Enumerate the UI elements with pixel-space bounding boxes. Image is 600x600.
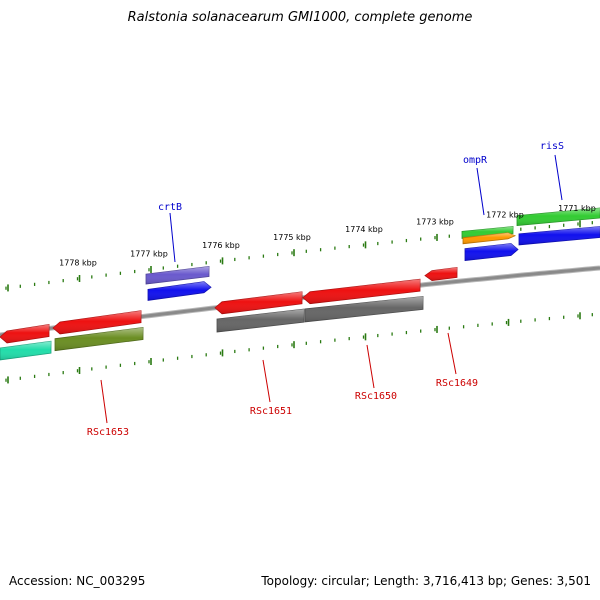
topology-text: Topology: circular; Length: 3,716,413 bp… bbox=[261, 574, 591, 588]
feature-bar-blue-ompr[interactable] bbox=[464, 243, 519, 262]
feature-bar-shine bbox=[465, 243, 518, 261]
scale-label: 1773 kbp bbox=[416, 218, 454, 227]
gene-label-crtb[interactable]: crtB bbox=[158, 202, 182, 213]
gene-label-ompr[interactable]: ompR bbox=[463, 155, 488, 166]
gene-label-riss[interactable]: risS bbox=[540, 141, 564, 152]
feature-bar-shine bbox=[217, 309, 304, 332]
feature-bar-green-left[interactable] bbox=[461, 226, 514, 239]
scale-label: 1776 kbp bbox=[202, 241, 240, 250]
gene-label-rsc1649[interactable]: RSc1649 bbox=[436, 378, 478, 389]
feature-bar-shine bbox=[305, 296, 423, 322]
feature-bar-shine bbox=[519, 226, 600, 245]
leader-line-rsc1649 bbox=[447, 332, 457, 375]
feature-bar-purple-crtb[interactable] bbox=[145, 266, 210, 285]
leader-line-rsc1650 bbox=[366, 344, 375, 389]
feature-bar-shine bbox=[0, 324, 49, 343]
feature-bar-shine bbox=[146, 266, 209, 285]
feature-bar-shine bbox=[425, 267, 457, 281]
feature-bar-blue-crtb[interactable] bbox=[147, 281, 212, 301]
feature-bar-shine bbox=[215, 291, 302, 314]
gene-label-rsc1651[interactable]: RSc1651 bbox=[250, 406, 292, 417]
feature-bar-shine bbox=[303, 279, 420, 304]
feature-bar-shine bbox=[148, 281, 211, 301]
feature-bar-shine bbox=[463, 232, 515, 244]
feature-bar-red-1651[interactable] bbox=[214, 291, 303, 315]
leader-line-riss bbox=[554, 154, 563, 201]
map-title: Ralstonia solanacearum GMI1000, complete… bbox=[127, 10, 473, 25]
feature-bar-olive-1653[interactable] bbox=[54, 327, 144, 352]
leader-line-crtb bbox=[169, 212, 176, 263]
feature-bar-red-left[interactable] bbox=[0, 324, 50, 344]
gene-label-rsc1653[interactable]: RSc1653 bbox=[87, 427, 129, 438]
scale-label: 1775 kbp bbox=[273, 233, 311, 242]
feature-bar-red-1653[interactable] bbox=[52, 310, 142, 335]
accession-text: Accession: NC_003295 bbox=[9, 574, 146, 588]
feature-bar-shine bbox=[0, 341, 51, 360]
scale-label: 1771 kbp bbox=[558, 204, 596, 213]
leader-line-ompr bbox=[476, 167, 485, 216]
feature-bar-gray-1650[interactable] bbox=[304, 295, 424, 323]
feature-bar-teal-left[interactable] bbox=[0, 340, 52, 361]
feature-bar-orange[interactable] bbox=[462, 232, 517, 245]
gene-label-rsc1650[interactable]: RSc1650 bbox=[355, 391, 397, 402]
leader-line-rsc1653 bbox=[100, 379, 108, 424]
feature-bar-blue-right[interactable] bbox=[518, 226, 600, 246]
feature-bar-shine bbox=[517, 208, 600, 226]
feature-bar-shine bbox=[462, 226, 513, 239]
feature-bar-red-1649[interactable] bbox=[424, 266, 458, 282]
scale-label: 1774 kbp bbox=[345, 225, 383, 234]
feature-bar-red-1650[interactable] bbox=[302, 278, 421, 305]
feature-bar-gray-1651[interactable] bbox=[216, 308, 305, 333]
feature-bar-shine bbox=[53, 310, 141, 334]
leader-line-rsc1651 bbox=[262, 359, 271, 403]
feature-bar-green-top[interactable] bbox=[516, 207, 600, 227]
feature-bar-shine bbox=[55, 327, 143, 351]
scale-label: 1777 kbp bbox=[130, 250, 168, 259]
scale-label: 1778 kbp bbox=[59, 259, 97, 268]
scale-label: 1772 kbp bbox=[486, 211, 524, 220]
